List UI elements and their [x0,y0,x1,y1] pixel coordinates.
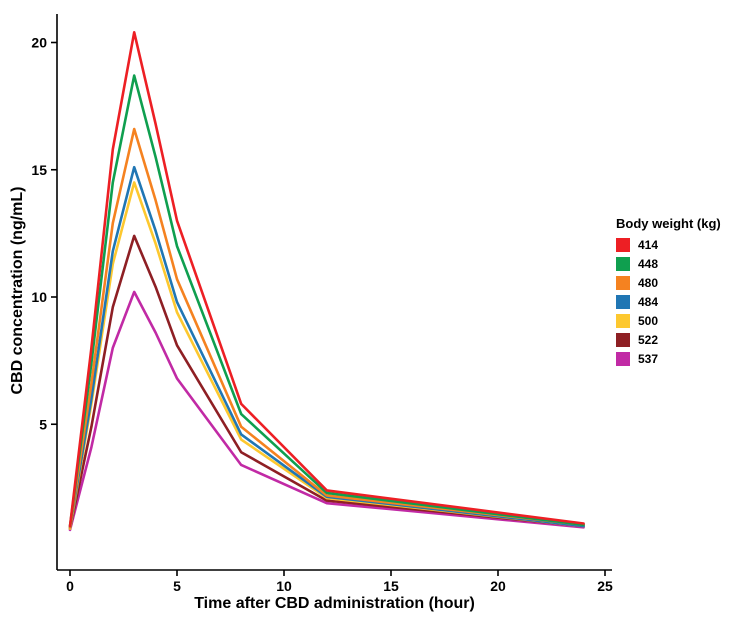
legend-swatch [616,257,630,271]
legend-swatch [616,314,630,328]
legend-label: 522 [638,333,659,347]
y-tick-label: 5 [39,416,47,432]
legend-item-484: 484 [616,295,736,309]
x-tick-label: 20 [490,578,506,594]
x-tick-label: 5 [173,578,181,594]
x-axis-title: Time after CBD administration (hour) [194,595,475,612]
legend: Body weight (kg) 414 448 480 484 500 522 537 [616,216,736,371]
series-line-500 [68,181,585,530]
legend-label: 448 [638,257,659,271]
series-line-484 [68,165,585,529]
legend-item-500: 500 [616,314,736,328]
legend-items: 414 448 480 484 500 522 537 [616,238,736,366]
y-axis-title: CBD concentration (ng/mL) [9,186,26,395]
y-tick-label: 20 [31,35,47,51]
x-tick-label: 10 [276,578,292,594]
series-line-537 [68,290,585,532]
legend-label: 537 [638,352,659,366]
legend-item-522: 522 [616,333,736,347]
legend-label: 414 [638,238,659,252]
series-line-480 [68,127,585,529]
x-tick-label: 15 [383,578,399,594]
legend-swatch [616,295,630,309]
legend-swatch [616,352,630,366]
y-tick-label: 15 [31,162,47,178]
legend-item-480: 480 [616,276,736,290]
legend-swatch [616,238,630,252]
legend-label: 484 [638,295,659,309]
legend-label: 480 [638,276,659,290]
legend-swatch [616,276,630,290]
legend-label: 500 [638,314,659,328]
series-line-448 [68,74,585,528]
series-line-522 [68,234,585,530]
legend-title: Body weight (kg) [616,216,721,231]
x-tick-label: 0 [66,578,74,594]
y-tick-label: 10 [31,289,47,305]
series-line-414 [68,31,585,528]
legend-item-414: 414 [616,238,736,252]
legend-item-537: 537 [616,352,736,366]
legend-item-448: 448 [616,257,736,271]
legend-swatch [616,333,630,347]
x-tick-label: 25 [597,578,613,594]
